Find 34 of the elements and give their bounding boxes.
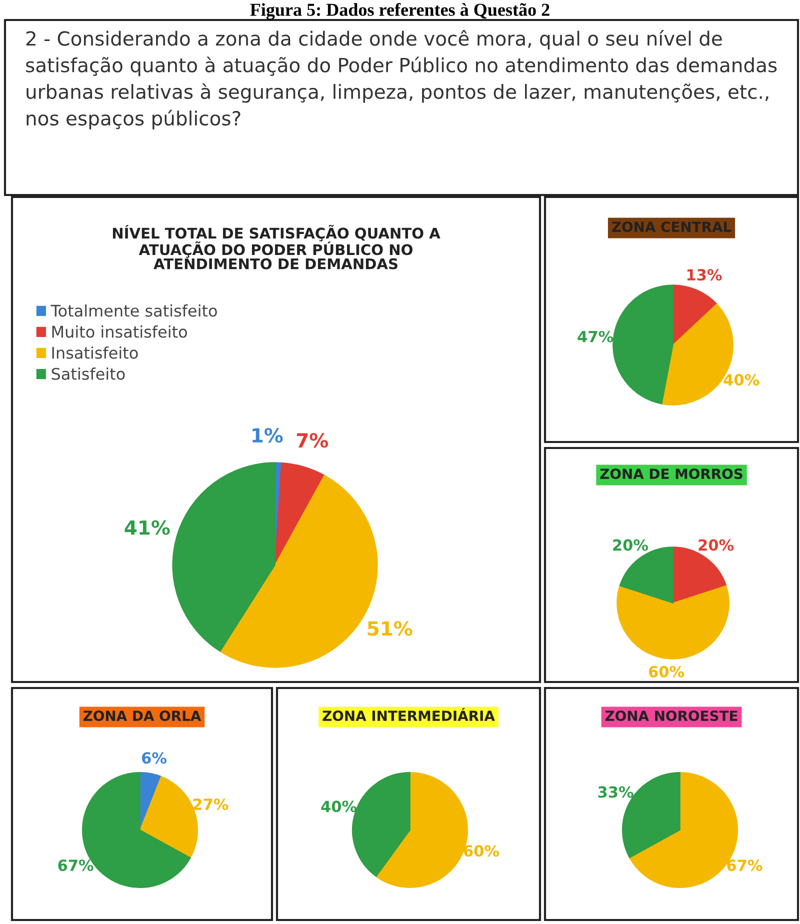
chart-title: NÍVEL TOTAL DE SATISFAÇÃO QUANTO A ATUAÇÃO DO PODER PÚBLICO NO ATENDIMENTO DE DEMANDAS	[112, 224, 440, 270]
data-label: 47%	[578, 330, 614, 342]
chart-title: ZONA INTERMEDIÁRIA	[322, 708, 495, 722]
data-label: 60%	[464, 845, 500, 857]
text: Figura 5: Dados referentes à Questão 2	[250, 3, 550, 20]
data-label: 27%	[193, 798, 228, 810]
chart-title: ZONA CENTRAL	[612, 222, 732, 232]
pie-slice	[172, 462, 276, 652]
data-label: 67%	[727, 860, 762, 872]
data-label: 51%	[368, 621, 412, 636]
legend-label: Satisfeito	[52, 368, 125, 380]
pie-slice	[672, 284, 718, 346]
data-label: 33%	[598, 786, 634, 798]
data-label: 1%	[252, 428, 283, 443]
pie-slice	[616, 585, 730, 660]
data-label: 20%	[613, 539, 648, 551]
chart-title: ZONA NOROESTE	[605, 710, 738, 722]
data-label: 20%	[698, 539, 734, 551]
chart-title: ZONA DA ORLA	[83, 710, 202, 722]
legend-label: Muito insatisfeito	[52, 325, 187, 338]
data-label: 67%	[58, 860, 94, 872]
data-label: 13%	[687, 269, 722, 281]
legend-label: Insatisfeito	[52, 346, 138, 359]
text: 2 - Considerando a zona da cidade onde você mora, qual o seu nível de satisfação quanto à atuação do Poder Público no atendimento das demandas urbanas relativas à segurança, limpeza, pontos de lazer, manutenções, etc., nos espaços públicos?	[26, 30, 777, 130]
data-label: 6%	[142, 752, 167, 764]
data-label: 41%	[124, 520, 170, 535]
data-label: 40%	[321, 800, 357, 812]
legend-label: Totalmente satisfeito	[50, 304, 217, 317]
pie-slice	[612, 284, 674, 404]
pie-slice	[274, 462, 325, 566]
data-label: 7%	[296, 433, 328, 448]
data-label: 40%	[724, 374, 760, 386]
data-label: 60%	[648, 666, 684, 678]
chart-title: ZONA DE MORROS	[600, 468, 742, 480]
